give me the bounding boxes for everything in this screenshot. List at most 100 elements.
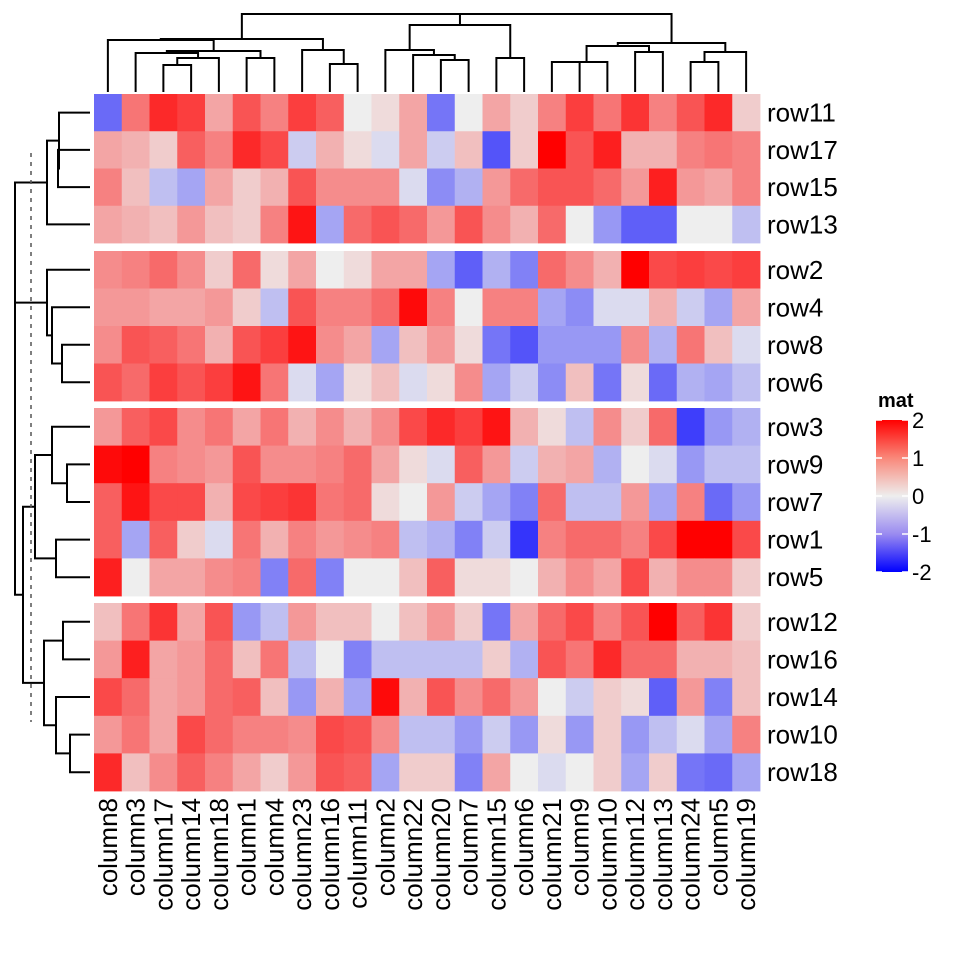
heatmap-cell	[121, 640, 150, 679]
heatmap-cell	[676, 640, 705, 679]
heatmap-cell	[232, 408, 261, 446]
heatmap-cell	[149, 603, 178, 641]
heatmap-cell	[371, 408, 400, 446]
heatmap-cell	[260, 483, 289, 522]
heatmap-cell	[288, 326, 317, 364]
heatmap-cell	[205, 678, 234, 717]
column-dendrogram	[106, 13, 748, 92]
heatmap-cell	[260, 603, 289, 641]
heatmap-cell	[510, 715, 539, 754]
column-label: column19	[731, 798, 761, 911]
heatmap-cell	[538, 715, 567, 754]
heatmap-cell	[121, 205, 150, 244]
heatmap-cell	[621, 168, 650, 207]
heatmap-cell	[94, 363, 123, 402]
heatmap-cell	[565, 408, 594, 446]
column-label: column4	[259, 798, 289, 896]
heatmap-cell	[593, 445, 622, 484]
heatmap-cell	[510, 288, 539, 327]
heatmap-cell	[149, 288, 178, 327]
heatmap-cell	[177, 131, 206, 169]
heatmap-cell	[399, 326, 428, 364]
heatmap-cell	[316, 483, 345, 522]
heatmap-cell	[621, 520, 650, 559]
heatmap-cell	[565, 445, 594, 484]
heatmap-cell	[94, 715, 123, 754]
heatmap-cell	[399, 363, 428, 402]
heatmap-cell	[177, 753, 206, 792]
heatmap-cell	[621, 640, 650, 679]
dendrogram-branch	[495, 57, 526, 92]
heatmap-cell	[538, 603, 567, 641]
heatmap-cell	[732, 288, 761, 327]
heatmap-cell	[316, 205, 345, 244]
column-label: column9	[565, 798, 595, 896]
heatmap-cell	[371, 288, 400, 327]
row-label: row8	[767, 330, 823, 360]
heatmap-cell	[593, 168, 622, 207]
heatmap-cell	[371, 520, 400, 559]
heatmap-cell	[288, 251, 317, 289]
legend-tick-label: -2	[912, 560, 932, 585]
heatmap-cell	[205, 640, 234, 679]
row-label: row11	[767, 98, 836, 128]
heatmap-cell	[149, 678, 178, 717]
heatmap-cell	[121, 715, 150, 754]
heatmap-cell	[454, 94, 483, 132]
heatmap-cell	[316, 520, 345, 559]
heatmap-cell	[316, 678, 345, 717]
heatmap-cell	[732, 251, 761, 289]
heatmap-cell	[732, 520, 761, 559]
heatmap-cell	[371, 363, 400, 402]
heatmap-cell	[510, 205, 539, 244]
heatmap-cell	[94, 326, 123, 364]
heatmap-cell	[427, 753, 456, 792]
row-label: row13	[767, 209, 838, 239]
heatmap-cell	[649, 408, 678, 446]
heatmap-cell	[205, 558, 234, 597]
heatmap-cell	[621, 251, 650, 289]
heatmap-cell	[593, 326, 622, 364]
heatmap-cell	[316, 251, 345, 289]
heatmap-cell	[732, 205, 761, 244]
heatmap-cell	[454, 640, 483, 679]
heatmap-cell	[177, 558, 206, 597]
heatmap-cell	[676, 288, 705, 327]
heatmap-cell	[593, 640, 622, 679]
heatmap-cell	[704, 288, 733, 327]
heatmap-cell	[621, 363, 650, 402]
heatmap-cell	[676, 131, 705, 169]
heatmap-cell	[316, 131, 345, 169]
heatmap-cell	[232, 326, 261, 364]
heatmap-cell	[482, 445, 511, 484]
heatmap-cell	[538, 168, 567, 207]
heatmap-cell	[149, 640, 178, 679]
heatmap-cell	[399, 520, 428, 559]
column-label: column21	[537, 798, 567, 911]
heatmap-cell	[482, 94, 511, 132]
heatmap-cell	[649, 168, 678, 207]
heatmap-cell	[343, 131, 372, 169]
heatmap-cell	[732, 408, 761, 446]
heatmap-cell	[454, 445, 483, 484]
dendrogram-branch	[57, 148, 90, 189]
heatmap-cell	[121, 408, 150, 446]
heatmap-cell	[205, 131, 234, 169]
legend-tick-label: 0	[912, 484, 924, 509]
heatmap-cell	[371, 715, 400, 754]
heatmap-cell	[288, 558, 317, 597]
heatmap-cell	[94, 603, 123, 641]
heatmap-cell	[177, 326, 206, 364]
heatmap-cell	[399, 753, 428, 792]
heatmap-cell	[621, 288, 650, 327]
heatmap-cell	[732, 558, 761, 597]
heatmap-cell	[371, 678, 400, 717]
heatmap-cell	[565, 715, 594, 754]
heatmap-cell	[538, 288, 567, 327]
row-label: row16	[767, 644, 838, 674]
heatmap-cell	[177, 408, 206, 446]
heatmap-cell	[260, 753, 289, 792]
heatmap-cell	[260, 445, 289, 484]
heatmap-cell	[732, 640, 761, 679]
heatmap-cell	[704, 363, 733, 402]
